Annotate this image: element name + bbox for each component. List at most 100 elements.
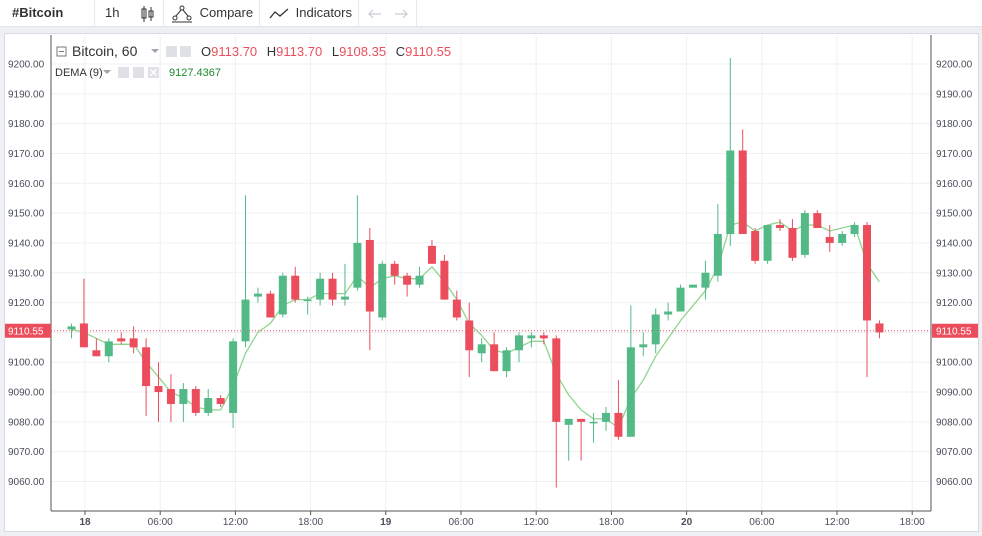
y-tick-label: 9090.00: [8, 388, 45, 399]
x-tick-label: 06:00: [148, 517, 173, 528]
left-last-price-tag: [5, 323, 51, 338]
y-tick-label: 9200.00: [8, 60, 45, 71]
right-last-price-tag: [932, 323, 978, 338]
redo-button[interactable]: [394, 0, 408, 26]
candle: [788, 219, 797, 261]
chart-panel[interactable]: 9060.00 9070.00 9080.00 9090.00 9100.00 9110.…: [4, 33, 979, 532]
y-tick-label: 9180.00: [8, 119, 45, 130]
candle-body: [701, 272, 710, 288]
candle-body: [216, 398, 225, 404]
candle: [552, 335, 561, 488]
candle-body: [191, 389, 200, 413]
symbol-search[interactable]: #Bitcoin: [12, 5, 64, 20]
candle-body: [713, 233, 722, 276]
candle: [92, 338, 101, 357]
candle-body: [166, 389, 175, 404]
dema-legend[interactable]: DEMA (9) 9127.4367: [55, 67, 221, 79]
chevron-down-icon[interactable]: [103, 70, 111, 74]
candle: [278, 272, 287, 318]
candle: [564, 418, 573, 461]
candle: [465, 302, 474, 378]
settings-icon[interactable]: [180, 46, 191, 57]
y-tick-label: 9190.00: [936, 89, 973, 100]
candle-body: [452, 299, 461, 318]
candle: [204, 389, 213, 416]
candle: [191, 386, 200, 416]
undo-button[interactable]: [368, 0, 382, 26]
time-axis: 18 06:00 12:00 18:00 19 06:00 12:00 18:00 20 06:0…: [79, 511, 925, 528]
candle-body: [863, 225, 872, 321]
chevron-down-icon[interactable]: [151, 49, 159, 53]
high-value: 9113.70: [276, 44, 322, 59]
settings-icon[interactable]: [133, 67, 144, 78]
candle-body: [564, 418, 573, 425]
chart-style-button[interactable]: [140, 0, 156, 26]
candle-body: [229, 341, 238, 413]
main-series-legend[interactable]: Bitcoin, 60 O9113.70 H9113.70 L9108.35 C…: [56, 43, 451, 59]
x-tick-label: 12:00: [524, 517, 549, 528]
y-tick-label: 9160.00: [936, 179, 973, 190]
low-value: 9108.35: [339, 44, 386, 59]
candle: [651, 308, 660, 354]
undo-icon: [368, 9, 381, 18]
candle-body: [614, 412, 623, 437]
interval-button[interactable]: 1h: [105, 5, 120, 20]
candle-body: [601, 412, 610, 422]
compare-button[interactable]: Compare: [171, 0, 253, 26]
candle: [216, 395, 225, 407]
redo-icon: [395, 9, 408, 18]
candle-body: [850, 225, 859, 234]
candle-body: [390, 263, 399, 276]
x-tick-label: 18:00: [599, 517, 624, 528]
candle: [390, 260, 399, 285]
candle-body: [291, 275, 300, 300]
x-tick-label: 06:00: [749, 517, 774, 528]
close-value: 9110.55: [405, 44, 451, 59]
toolbar-divider: [94, 0, 95, 26]
y-tick-label: 9150.00: [8, 209, 45, 220]
candle-body: [278, 275, 287, 315]
candle-body: [328, 278, 337, 300]
candle-body: [129, 338, 138, 348]
candle: [166, 374, 175, 422]
x-tick-label: 18:00: [298, 517, 323, 528]
candle: [825, 225, 834, 252]
visibility-icon[interactable]: [166, 46, 177, 57]
candle: [104, 338, 113, 363]
candle: [353, 195, 362, 291]
candle-body: [365, 239, 374, 312]
candle-body: [303, 299, 312, 302]
candle: [427, 239, 436, 264]
candle-body: [403, 275, 412, 285]
candle: [378, 260, 387, 321]
candle: [241, 195, 250, 348]
compare-label: Compare: [199, 5, 254, 20]
candle-body: [527, 335, 536, 339]
candle-body: [266, 293, 275, 318]
visibility-icon[interactable]: [118, 67, 129, 78]
toolbar-divider: [163, 0, 164, 26]
candle-body: [502, 350, 511, 372]
candle-body: [79, 323, 88, 348]
price-chart[interactable]: 9060.00 9070.00 9080.00 9090.00 9100.00 9110.…: [5, 34, 980, 533]
candle: [340, 263, 349, 306]
candle-body: [415, 275, 424, 285]
series-name: Bitcoin, 60: [72, 43, 138, 59]
candle: [179, 383, 188, 422]
open-value: 9113.70: [211, 44, 257, 59]
y-tick-label: 9100.00: [8, 358, 45, 369]
candle-body: [92, 350, 101, 357]
candles-icon: [141, 5, 154, 22]
candle: [316, 272, 325, 306]
indicators-button[interactable]: Indicators: [269, 0, 352, 26]
y-tick-label: 9160.00: [8, 179, 45, 190]
candle: [838, 231, 847, 246]
candle: [701, 260, 710, 300]
close-icon[interactable]: [148, 67, 159, 78]
candle-body: [664, 311, 673, 315]
candle: [539, 332, 548, 345]
x-tick-label: 12:00: [223, 517, 248, 528]
x-tick-label: 12:00: [824, 517, 849, 528]
candle: [502, 347, 511, 378]
y-tick-label: 9150.00: [936, 209, 973, 220]
